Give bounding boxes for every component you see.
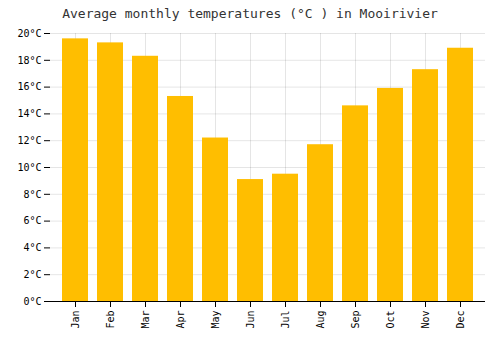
svg-text:14°C: 14°C bbox=[17, 108, 41, 119]
svg-text:Jan: Jan bbox=[70, 311, 81, 329]
svg-text:Nov: Nov bbox=[420, 311, 431, 329]
svg-text:20°C: 20°C bbox=[17, 28, 41, 39]
svg-text:10°C: 10°C bbox=[17, 162, 41, 173]
svg-text:Aug: Aug bbox=[315, 311, 326, 329]
svg-text:May: May bbox=[210, 311, 221, 329]
svg-text:0°C: 0°C bbox=[23, 296, 41, 307]
svg-text:8°C: 8°C bbox=[23, 189, 41, 200]
svg-text:6°C: 6°C bbox=[23, 215, 41, 226]
svg-text:4°C: 4°C bbox=[23, 242, 41, 253]
svg-text:Sep: Sep bbox=[350, 311, 361, 329]
svg-text:Feb: Feb bbox=[105, 311, 116, 329]
svg-text:18°C: 18°C bbox=[17, 55, 41, 66]
svg-text:Oct: Oct bbox=[385, 311, 396, 329]
svg-text:Jul: Jul bbox=[280, 311, 291, 329]
svg-text:Jun: Jun bbox=[245, 311, 256, 329]
svg-text:2°C: 2°C bbox=[23, 269, 41, 280]
svg-text:Dec: Dec bbox=[455, 311, 466, 329]
svg-text:Mar: Mar bbox=[140, 311, 151, 329]
html-text:Average monthly temperatures (: Average monthly temperatures (°C ) in Mo… bbox=[62, 6, 438, 21]
svg-text:16°C: 16°C bbox=[17, 81, 41, 92]
svg-text:12°C: 12°C bbox=[17, 135, 41, 146]
svg-text:Apr: Apr bbox=[175, 311, 186, 329]
